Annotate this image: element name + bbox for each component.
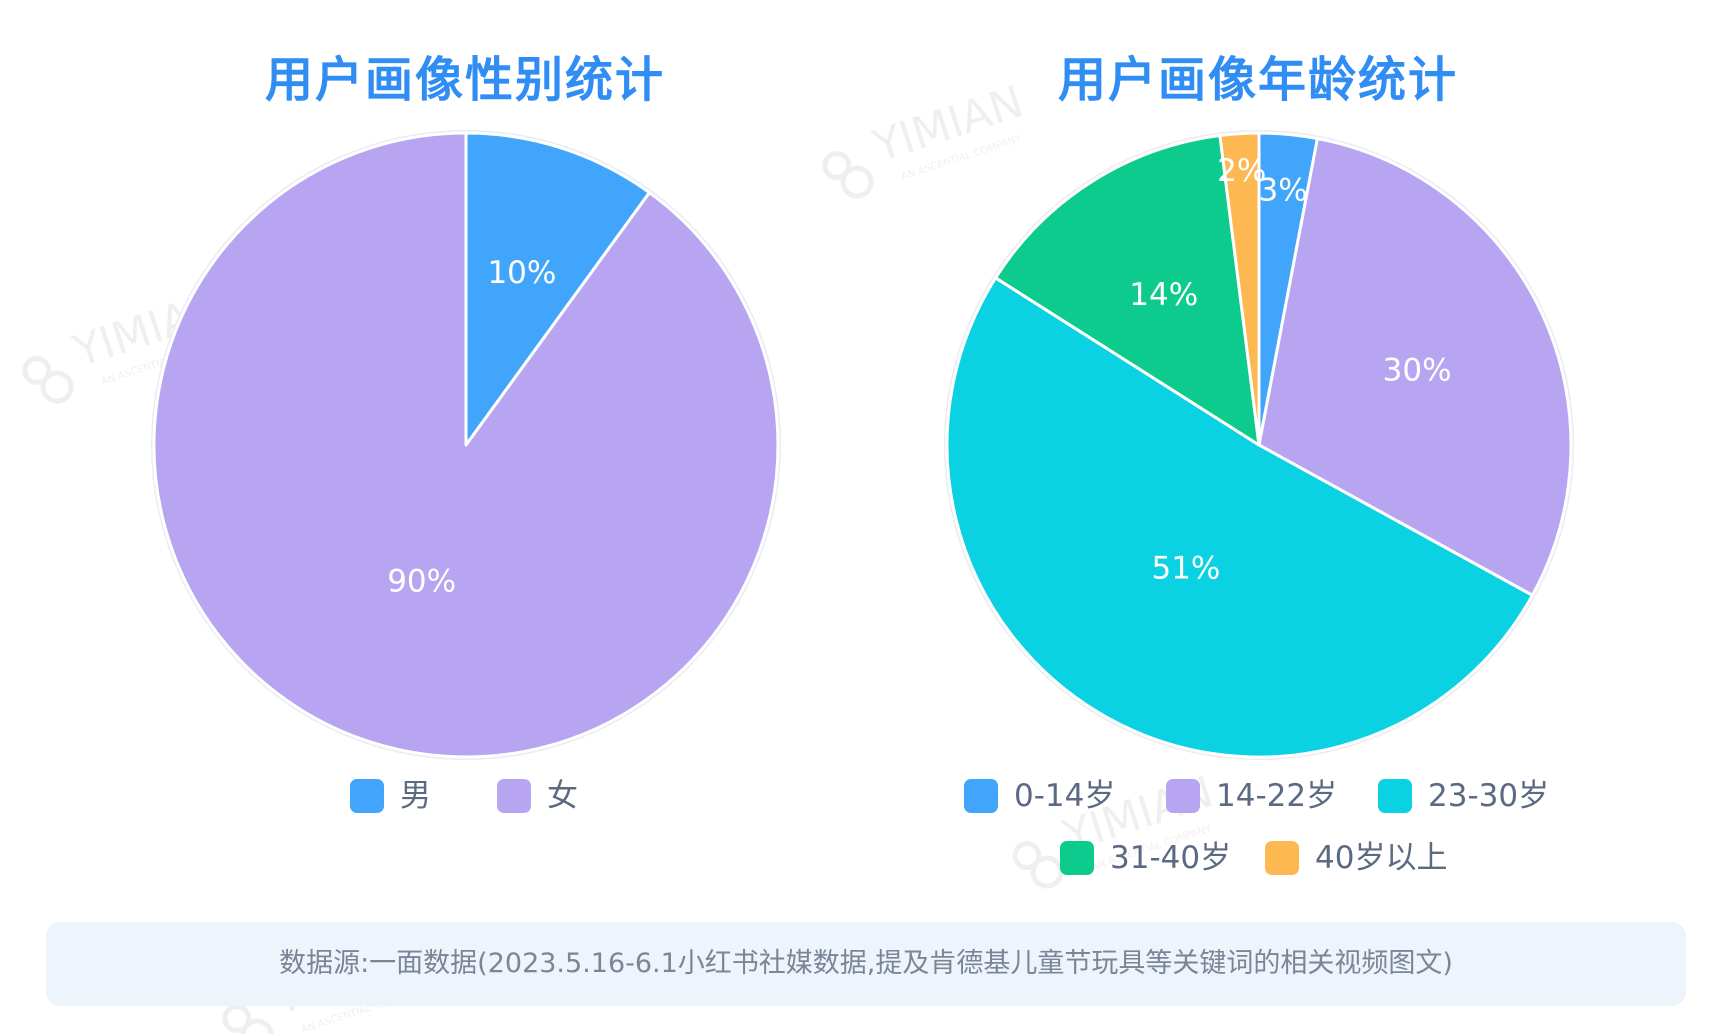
legend-label-age-40-plus: 40岁以上	[1315, 840, 1448, 876]
legend-label-age-31-40: 31-40岁	[1110, 840, 1232, 876]
age-pie-outline	[944, 130, 1574, 760]
yimian-logo-icon	[222, 1003, 274, 1034]
age-slice-label-14-22: 30%	[1383, 353, 1452, 389]
age-slice-31-40	[994, 133, 1261, 447]
age-slice-14-22	[1257, 137, 1573, 597]
legend-label-male: 男	[400, 778, 431, 814]
gender-slice-0	[464, 131, 651, 447]
yimian-logo-icon	[1012, 840, 1064, 889]
data-source-box: 数据源:一面数据(2023.5.16-6.1小红书社媒数据,提及肯德基儿童节玩具…	[46, 922, 1686, 1006]
legend-swatch-age-40-plus	[1265, 841, 1299, 875]
age-slice-40	[1218, 131, 1261, 447]
legend-swatch-age-31-40	[1060, 841, 1094, 875]
gender-slice-1	[152, 131, 780, 759]
yimian-logo-icon	[22, 355, 74, 404]
age-slice-label-23-30: 51%	[1151, 551, 1220, 587]
gender-pie: 10% 90%	[151, 130, 781, 760]
legend-swatch-age-0-14	[964, 779, 998, 813]
legend-swatch-age-23-30	[1378, 779, 1412, 813]
legend-label-female: 女	[547, 778, 578, 814]
legend-label-age-23-30: 23-30岁	[1428, 778, 1550, 814]
legend-swatch-female	[497, 779, 531, 813]
age-slice-23-30	[945, 276, 1534, 759]
yimian-logo-icon	[822, 150, 874, 199]
age-slice-label-31-40: 14%	[1129, 277, 1198, 313]
gender-slice-label-0: 10%	[487, 255, 556, 291]
age-chart-title: 用户画像年龄统计	[1057, 52, 1458, 108]
age-slice-label-40: 2%	[1217, 153, 1266, 189]
age-pie: 3% 30% 51% 14% 2%	[944, 130, 1574, 760]
age-slice-label-0-14: 3%	[1258, 172, 1307, 208]
legend-label-age-14-22: 14-22岁	[1216, 778, 1338, 814]
gender-slice-label-1: 90%	[387, 563, 456, 599]
legend-swatch-age-14-22	[1166, 779, 1200, 813]
legend-label-age-0-14: 0-14岁	[1014, 778, 1116, 814]
data-source-text: 数据源:一面数据(2023.5.16-6.1小红书社媒数据,提及肯德基儿童节玩具…	[279, 948, 1453, 979]
gender-pie-outline	[151, 130, 781, 760]
legend-swatch-male	[350, 779, 384, 813]
gender-chart-title: 用户画像性别统计	[264, 52, 665, 108]
